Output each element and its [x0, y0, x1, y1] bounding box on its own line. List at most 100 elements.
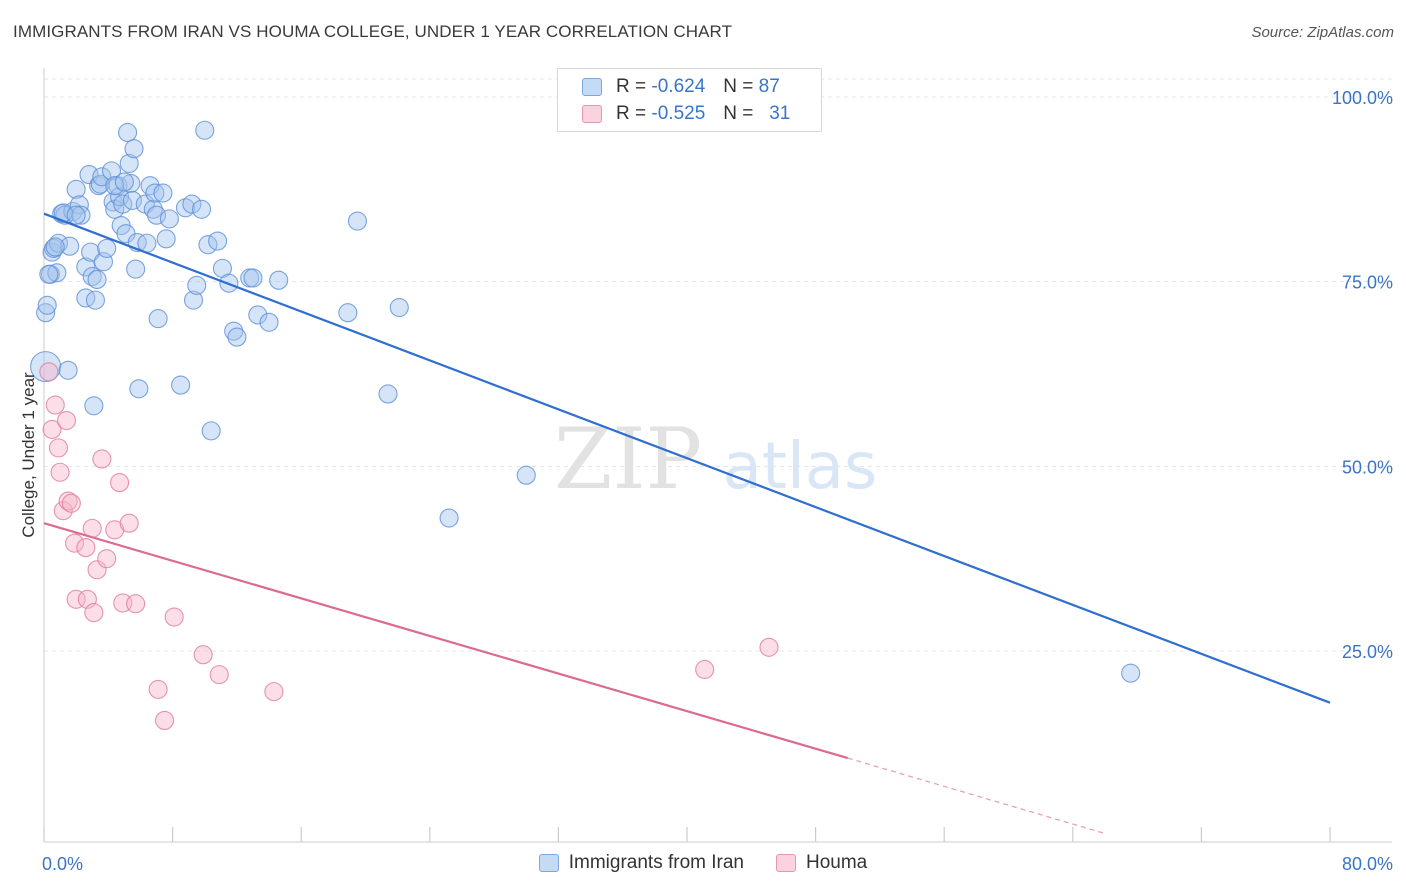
point-iran-13: [66, 179, 86, 199]
point-houma-27: [209, 665, 229, 685]
point-houma-1: [42, 419, 62, 439]
point-houma-10: [66, 589, 86, 609]
point-iran-10: [60, 236, 80, 256]
point-iran-53: [156, 229, 176, 249]
legend-r-label: R =: [616, 76, 647, 97]
point-iran-39: [121, 173, 141, 193]
point-iran-86: [114, 172, 134, 192]
series-legend-iran[interactable]: Immigrants from Iran: [538, 852, 744, 874]
x-tick-label-0: 0.0%: [42, 854, 83, 874]
point-iran-50: [146, 205, 167, 225]
point-iran-80: [1121, 663, 1141, 683]
point-iran-70: [243, 268, 263, 288]
point-iran-1: [36, 303, 56, 323]
legend-n-value: 87: [758, 76, 780, 97]
series-legend: Immigrants from Iran Houma: [0, 852, 1406, 874]
point-houma-6: [56, 410, 77, 431]
point-iran-81: [39, 264, 59, 284]
y-tick-label-2: 75.0%: [1342, 273, 1393, 293]
legend-r-label: R =: [616, 103, 647, 124]
point-houma-11: [76, 538, 96, 558]
point-houma-17: [97, 549, 117, 569]
point-houma-23: [148, 679, 168, 699]
point-houma-25: [164, 607, 184, 627]
y-axis-title: College, Under 1 year: [19, 372, 38, 538]
point-iran-42: [126, 259, 146, 279]
point-houma-4: [50, 462, 70, 482]
legend-r-value: -0.525: [651, 103, 706, 124]
point-iran-11: [58, 360, 78, 380]
point-iran-72: [259, 312, 279, 332]
data-points: [30, 120, 1141, 730]
point-houma-2: [45, 395, 65, 415]
point-houma-24: [155, 710, 175, 730]
axes: [43, 68, 1392, 843]
point-houma-19: [110, 473, 130, 493]
point-iran-77: [389, 297, 409, 318]
point-iran-48: [143, 199, 163, 219]
point-houma-26: [193, 645, 213, 665]
y-tick-label-3: 100.0%: [1332, 88, 1393, 108]
trend-line-houma: [43, 522, 849, 760]
trend-line-houma-extension: [847, 757, 1106, 835]
point-houma-28: [264, 682, 284, 702]
point-houma-7: [58, 491, 78, 511]
point-iran-41: [124, 139, 144, 159]
point-houma-5: [53, 501, 73, 521]
legend-n-label: N =: [723, 76, 754, 97]
legend-row-houma: R = -0.525 N = 31: [582, 102, 790, 126]
point-iran-52: [153, 183, 173, 203]
watermark-atlas: atlas: [723, 430, 878, 504]
point-iran-35: [113, 194, 133, 214]
point-iran-59: [187, 275, 207, 295]
point-iran-64: [208, 231, 228, 251]
point-iran-19: [81, 242, 101, 262]
point-iran-23: [87, 269, 107, 290]
point-houma-22: [126, 594, 146, 614]
axis-labels: 25.0% 50.0% 75.0% 100.0% 0.0% 80.0% College, U…: [19, 88, 1393, 874]
point-iran-55: [171, 375, 191, 395]
series-swatch-houma: [776, 854, 796, 872]
series-label-iran: Immigrants from Iran: [568, 852, 744, 873]
point-iran-84: [105, 176, 125, 196]
point-iran-74: [338, 303, 358, 323]
watermark-zip: ZIP: [554, 410, 702, 508]
point-iran-7: [48, 233, 69, 253]
point-iran-21: [84, 396, 104, 416]
point-iran-16: [76, 257, 96, 277]
point-iran-51: [148, 309, 168, 329]
legend-swatch-iran: [582, 78, 602, 96]
stats-legend: R = -0.624 N = 87 R = -0.525 N = 31: [557, 68, 822, 132]
point-iran-28: [97, 238, 117, 258]
trend-lines: [43, 212, 1331, 835]
point-iran-37: [118, 122, 138, 143]
point-houma-21: [119, 513, 139, 533]
series-swatch-iran: [538, 854, 559, 872]
legend-swatch-houma: [582, 105, 602, 123]
point-iran-40: [122, 190, 142, 210]
point-houma-0: [39, 362, 59, 382]
point-houma-8: [61, 493, 81, 513]
point-iran-44: [129, 379, 149, 399]
x-tick-label-1: 80.0%: [1342, 854, 1393, 874]
legend-n-label: N =: [723, 103, 754, 124]
point-iran-22: [85, 290, 105, 310]
point-iran-49: [145, 183, 165, 203]
point-iran-61: [195, 120, 215, 140]
point-iran-62: [198, 235, 218, 255]
point-iran-76: [378, 384, 398, 404]
gridlines: [44, 78, 1392, 652]
point-iran-75: [347, 211, 368, 231]
point-iran-56: [175, 198, 196, 218]
point-iran-58: [183, 290, 204, 310]
point-iran-6: [47, 263, 67, 283]
series-legend-houma[interactable]: Houma: [776, 852, 867, 874]
point-iran-79: [516, 465, 536, 485]
point-iran-2: [37, 295, 57, 315]
point-houma-30: [759, 637, 779, 657]
chart-title: IMMIGRANTS FROM IRAN VS HOUMA COLLEGE, U…: [13, 22, 733, 41]
point-iran-85: [45, 237, 65, 257]
point-iran-63: [201, 421, 221, 441]
point-iran-0: [30, 351, 62, 383]
